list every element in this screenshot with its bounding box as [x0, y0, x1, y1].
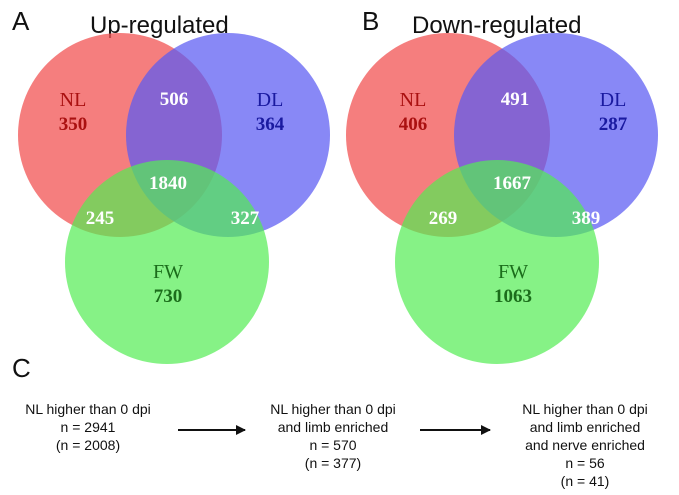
all-three-count: 1667 — [493, 173, 532, 194]
nl-only-count: 350 — [59, 114, 88, 135]
dl-set-label: DL — [257, 89, 284, 111]
step-2-line-4: (n = 377) — [305, 455, 361, 471]
fw-only-count: 1063 — [494, 286, 532, 307]
dl-only-count: 287 — [599, 114, 628, 135]
dl-fw-count: 327 — [231, 208, 260, 229]
step-2-line-2: and limb enriched — [278, 419, 389, 435]
step-3-line-5: (n = 41) — [561, 473, 610, 489]
flow-step-2: NL higher than 0 dpi and limb enriched n… — [270, 401, 396, 471]
fw-circle — [395, 160, 599, 364]
flow-step-3: NL higher than 0 dpi and limb enriched a… — [522, 401, 648, 489]
panel-a-letter: A — [12, 6, 30, 36]
step-3-line-2: and limb enriched — [530, 419, 641, 435]
panel-b-letter: B — [362, 6, 379, 36]
step-3-line-1: NL higher than 0 dpi — [522, 401, 648, 417]
all-three-count: 1840 — [149, 173, 187, 194]
fw-set-label: FW — [153, 261, 183, 283]
nl-dl-count: 506 — [160, 89, 189, 110]
step-1-line-1: NL higher than 0 dpi — [25, 401, 151, 417]
dl-set-label: DL — [600, 89, 627, 111]
step-1-line-2: n = 2941 — [61, 419, 116, 435]
fw-set-label: FW — [498, 261, 528, 283]
panel-c: C NL higher than 0 dpi n = 2941 (n = 200… — [12, 353, 648, 489]
nl-only-count: 406 — [399, 114, 428, 135]
flow-step-1: NL higher than 0 dpi n = 2941 (n = 2008) — [25, 401, 151, 453]
venn-a: NL 350 DL 364 FW 730 506 1840 245 327 — [18, 33, 330, 364]
venn-b: NL 406 DL 287 FW 1063 491 1667 269 389 — [346, 33, 658, 364]
nl-set-label: NL — [400, 89, 427, 111]
fw-only-count: 730 — [154, 286, 183, 307]
nl-set-label: NL — [60, 89, 87, 111]
step-3-line-4: n = 56 — [565, 455, 605, 471]
nl-fw-count: 245 — [86, 208, 115, 229]
panel-b: B Down-regulated NL 406 DL 287 FW 1063 4… — [346, 6, 658, 364]
dl-fw-count: 389 — [572, 208, 601, 229]
panel-a: A Up-regulated NL 350 DL 364 FW 730 506 … — [12, 6, 330, 364]
fw-circle — [65, 160, 269, 364]
step-2-line-3: n = 570 — [309, 437, 356, 453]
step-2-line-1: NL higher than 0 dpi — [270, 401, 396, 417]
nl-dl-count: 491 — [501, 89, 530, 110]
panel-c-letter: C — [12, 353, 31, 383]
nl-fw-count: 269 — [429, 208, 458, 229]
step-3-line-3: and nerve enriched — [525, 437, 645, 453]
dl-only-count: 364 — [256, 114, 285, 135]
step-1-line-3: (n = 2008) — [56, 437, 120, 453]
